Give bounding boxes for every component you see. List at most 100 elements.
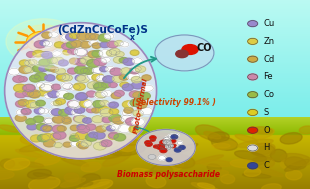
Ellipse shape xyxy=(0,125,21,132)
Ellipse shape xyxy=(212,143,230,148)
Circle shape xyxy=(109,132,118,138)
Circle shape xyxy=(248,56,258,62)
Circle shape xyxy=(102,124,111,130)
Ellipse shape xyxy=(103,152,131,166)
Circle shape xyxy=(57,126,66,131)
Circle shape xyxy=(87,82,99,89)
Circle shape xyxy=(16,25,71,58)
Circle shape xyxy=(77,33,89,40)
Circle shape xyxy=(124,108,133,113)
Circle shape xyxy=(44,94,53,98)
Circle shape xyxy=(65,107,78,115)
Ellipse shape xyxy=(132,168,157,178)
Circle shape xyxy=(59,110,69,116)
Ellipse shape xyxy=(286,170,302,180)
Circle shape xyxy=(70,84,80,90)
Circle shape xyxy=(126,118,138,125)
Circle shape xyxy=(77,125,86,130)
Circle shape xyxy=(21,109,31,115)
Circle shape xyxy=(92,116,103,123)
Text: (CdZnCuCoFe)S: (CdZnCuCoFe)S xyxy=(57,25,148,35)
Ellipse shape xyxy=(60,178,86,187)
Circle shape xyxy=(132,118,144,126)
Circle shape xyxy=(22,84,35,92)
Circle shape xyxy=(88,51,99,58)
Circle shape xyxy=(154,145,158,148)
Ellipse shape xyxy=(31,52,77,69)
Circle shape xyxy=(168,144,173,147)
Circle shape xyxy=(89,132,98,138)
Circle shape xyxy=(99,50,112,57)
Circle shape xyxy=(102,117,112,123)
Circle shape xyxy=(121,68,131,74)
Ellipse shape xyxy=(280,159,300,169)
Circle shape xyxy=(32,35,55,48)
Circle shape xyxy=(51,67,59,72)
Circle shape xyxy=(27,52,36,57)
Circle shape xyxy=(16,101,26,107)
Ellipse shape xyxy=(199,170,228,178)
Circle shape xyxy=(63,50,72,55)
Circle shape xyxy=(14,84,27,92)
Circle shape xyxy=(182,45,198,54)
Circle shape xyxy=(62,119,71,124)
Circle shape xyxy=(80,41,91,48)
Circle shape xyxy=(66,42,77,48)
Circle shape xyxy=(160,140,167,145)
Text: Fe: Fe xyxy=(263,72,273,81)
Circle shape xyxy=(43,37,46,38)
Circle shape xyxy=(145,141,151,145)
Circle shape xyxy=(53,51,61,56)
Circle shape xyxy=(80,68,89,74)
Circle shape xyxy=(68,48,78,55)
Ellipse shape xyxy=(182,143,196,149)
Ellipse shape xyxy=(109,145,145,156)
Circle shape xyxy=(27,124,37,130)
Circle shape xyxy=(29,75,41,82)
Circle shape xyxy=(47,57,58,64)
Text: Biomass polysaccharide: Biomass polysaccharide xyxy=(117,170,220,179)
Circle shape xyxy=(97,76,106,81)
Text: CO: CO xyxy=(196,43,212,53)
Ellipse shape xyxy=(197,183,215,189)
Circle shape xyxy=(75,75,86,81)
Circle shape xyxy=(68,101,79,108)
Ellipse shape xyxy=(0,159,15,168)
Text: H: H xyxy=(263,143,270,153)
Circle shape xyxy=(71,141,79,146)
Circle shape xyxy=(103,76,114,83)
Circle shape xyxy=(31,40,33,41)
Circle shape xyxy=(42,134,53,140)
Circle shape xyxy=(100,67,108,72)
Ellipse shape xyxy=(237,139,273,147)
Text: Co: Co xyxy=(263,90,274,99)
Circle shape xyxy=(37,41,40,42)
Ellipse shape xyxy=(35,156,60,165)
Circle shape xyxy=(83,68,94,74)
Circle shape xyxy=(122,84,134,91)
Circle shape xyxy=(49,108,61,116)
Circle shape xyxy=(18,99,29,106)
Circle shape xyxy=(94,92,105,99)
Ellipse shape xyxy=(81,162,101,172)
Circle shape xyxy=(43,140,55,147)
Circle shape xyxy=(42,52,53,58)
Circle shape xyxy=(93,67,103,73)
Circle shape xyxy=(57,74,66,80)
Circle shape xyxy=(21,108,30,114)
Circle shape xyxy=(78,59,86,64)
Circle shape xyxy=(69,101,81,108)
Ellipse shape xyxy=(4,158,30,170)
Circle shape xyxy=(34,108,45,114)
Ellipse shape xyxy=(285,157,306,170)
Circle shape xyxy=(120,82,129,88)
Circle shape xyxy=(33,116,44,122)
Circle shape xyxy=(46,44,48,46)
Circle shape xyxy=(72,109,82,115)
Circle shape xyxy=(141,107,153,115)
Circle shape xyxy=(51,84,61,90)
Circle shape xyxy=(39,66,48,71)
Circle shape xyxy=(166,158,172,162)
Circle shape xyxy=(94,58,107,66)
Circle shape xyxy=(94,132,105,139)
